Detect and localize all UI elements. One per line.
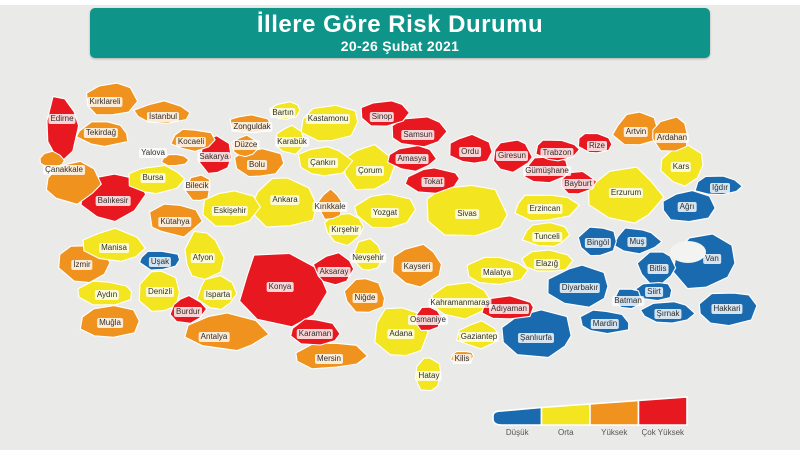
province-shape-Artvin bbox=[611, 111, 659, 146]
province-shape-Uşak bbox=[139, 250, 181, 271]
legend-label-very_high: Çok Yüksek bbox=[641, 428, 685, 437]
province-shape-Sivas bbox=[426, 184, 508, 237]
page-subtitle-date: 20-26 Şubat 2021 bbox=[340, 38, 460, 54]
province-shape-Kilis bbox=[450, 350, 474, 364]
legend-label-low: Düşük bbox=[505, 428, 529, 437]
province-shape-Tekirdağ bbox=[75, 121, 129, 147]
province-shape-Batman bbox=[614, 288, 642, 310]
province-shape-Hatay bbox=[415, 357, 442, 392]
province-shape-Kırıkkale bbox=[318, 188, 344, 220]
province-shape-Mersin bbox=[295, 342, 369, 370]
province-shape-Kastamonu bbox=[300, 104, 359, 142]
legend-label-medium: Orta bbox=[557, 428, 574, 437]
province-shape-Çankırı bbox=[297, 146, 354, 177]
province-shape-Erzincan bbox=[514, 194, 580, 222]
legend-segment-medium bbox=[540, 403, 591, 426]
province-shape-Muş bbox=[612, 227, 663, 255]
province-shape-Bitlis bbox=[636, 251, 677, 286]
province-shape-Şırnak bbox=[639, 301, 696, 324]
province-shape-Gaziantep bbox=[456, 320, 500, 350]
province-shape-Tunceli bbox=[521, 222, 571, 247]
province-shape-Kırklareli bbox=[86, 82, 139, 116]
province-shape-Zonguldak bbox=[229, 114, 271, 134]
province-shape-Ordu bbox=[449, 133, 493, 164]
province-shape-Nevşehir bbox=[352, 238, 384, 271]
province-shape-Yalova bbox=[160, 153, 190, 167]
lake-van bbox=[670, 241, 706, 263]
legend-wedge bbox=[492, 396, 688, 426]
province-shape-Ankara bbox=[249, 177, 318, 228]
province-shape-Gümüşhane bbox=[523, 156, 569, 184]
province-shape-Erzurum bbox=[587, 166, 665, 224]
legend-segment-high bbox=[589, 399, 640, 426]
province-shape-Niğde bbox=[343, 278, 386, 313]
province-shape-Adıyaman bbox=[481, 295, 534, 320]
province-shape-Karabük bbox=[276, 124, 306, 155]
province-shape-Malatya bbox=[466, 256, 529, 285]
province-shape-Hakkari bbox=[698, 292, 758, 327]
province-shape-Çorum bbox=[341, 144, 396, 191]
province-shape-Bursa bbox=[128, 164, 186, 195]
province-shape-Afyon bbox=[184, 230, 225, 280]
title-banner: İllere Göre Risk Durumu 20-26 Şubat 2021 bbox=[90, 8, 710, 58]
province-shape-Giresun bbox=[492, 139, 533, 173]
province-shape-Eskişehir bbox=[202, 190, 261, 227]
province-shape-Aydın bbox=[77, 280, 133, 306]
province-shape-Diyarbakır bbox=[547, 264, 609, 308]
province-shape-Muğla bbox=[79, 305, 140, 338]
province-shape-Bingöl bbox=[577, 226, 617, 257]
province-shape-İstanbul bbox=[133, 100, 191, 124]
risk-legend: Düşük Orta Yüksek Çok Yüksek bbox=[490, 396, 700, 446]
province-shape-Siirt bbox=[635, 282, 673, 302]
province-shape-Yozgat bbox=[354, 193, 417, 229]
province-shape-Osmaniye bbox=[414, 306, 443, 331]
province-shape-Edirne bbox=[46, 96, 80, 162]
legend-label-high: Yüksek bbox=[601, 428, 628, 437]
province-shape-Ardahan bbox=[652, 116, 688, 152]
province-shape-Bartın bbox=[269, 101, 301, 120]
province-shape-Rize bbox=[577, 133, 613, 154]
top-white-strip bbox=[0, 0, 800, 5]
province-shape-Mardin bbox=[579, 309, 630, 335]
province-shape-Iğdır bbox=[694, 175, 743, 196]
province-shape-Kayseri bbox=[392, 243, 442, 288]
province-shape-Bilecik bbox=[185, 174, 211, 201]
legend-segment-low bbox=[492, 406, 543, 426]
province-shape-Ağrı bbox=[662, 190, 716, 223]
legend-segment-very_high bbox=[637, 396, 688, 426]
province-shape-Amasya bbox=[387, 145, 438, 172]
page-title: İllere Göre Risk Durumu bbox=[256, 11, 544, 38]
province-shape-Elazığ bbox=[521, 249, 574, 272]
